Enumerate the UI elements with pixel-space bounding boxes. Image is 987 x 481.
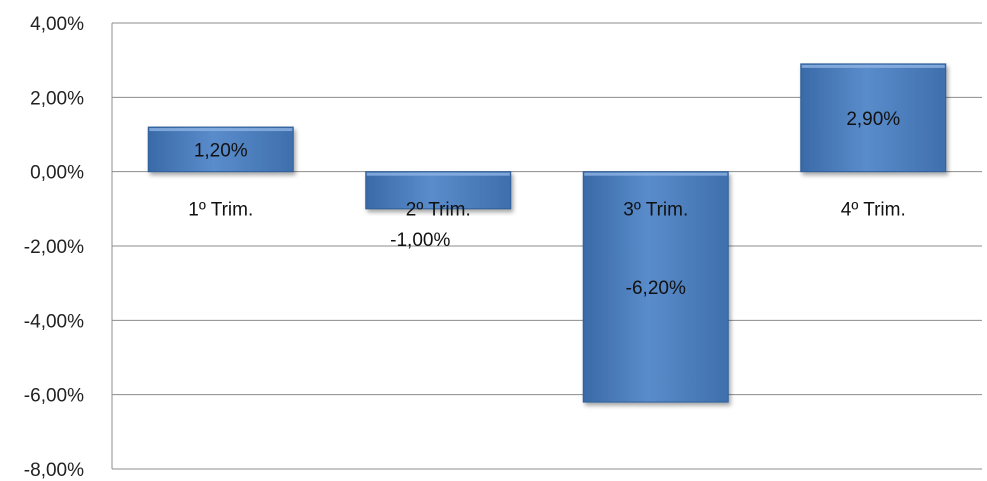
bar: [800, 63, 947, 173]
labels: 1º Trim. 1,20% 2º Trim. -1,00% 3º Trim. -6,20…: [188, 109, 906, 299]
bar: [147, 126, 294, 173]
x-category-label: 1º Trim.: [188, 200, 253, 221]
bar-value-label: -6,20%: [626, 278, 686, 299]
y-tick-label: 2,00%: [30, 88, 84, 109]
y-tick-label: 0,00%: [30, 163, 84, 184]
y-tick-label: -2,00%: [24, 237, 84, 258]
bars: [147, 63, 947, 403]
bar-value-label: 1,20%: [194, 140, 248, 161]
bar-value-label: 2,90%: [846, 109, 900, 130]
y-tick-label: -4,00%: [24, 311, 84, 332]
bar-highlight: [366, 172, 510, 176]
bar-highlight: [149, 128, 293, 132]
bar-highlight: [801, 64, 945, 68]
y-tick-label: 4,00%: [30, 14, 84, 35]
y-axis-ticks: 4,00% 2,00% 0,00% -2,00% -4,00% -6,00% -8,00%: [24, 14, 84, 481]
bar: [365, 171, 512, 210]
bar-highlight: [584, 172, 728, 176]
x-category-label: 2º Trim.: [406, 200, 471, 221]
bar: [582, 171, 729, 403]
y-tick-label: -8,00%: [24, 460, 84, 481]
x-category-label: 3º Trim.: [623, 200, 688, 221]
x-category-label: 4º Trim.: [841, 200, 906, 221]
y-tick-label: -6,00%: [24, 386, 84, 407]
bar-value-label: -1,00%: [390, 230, 450, 251]
